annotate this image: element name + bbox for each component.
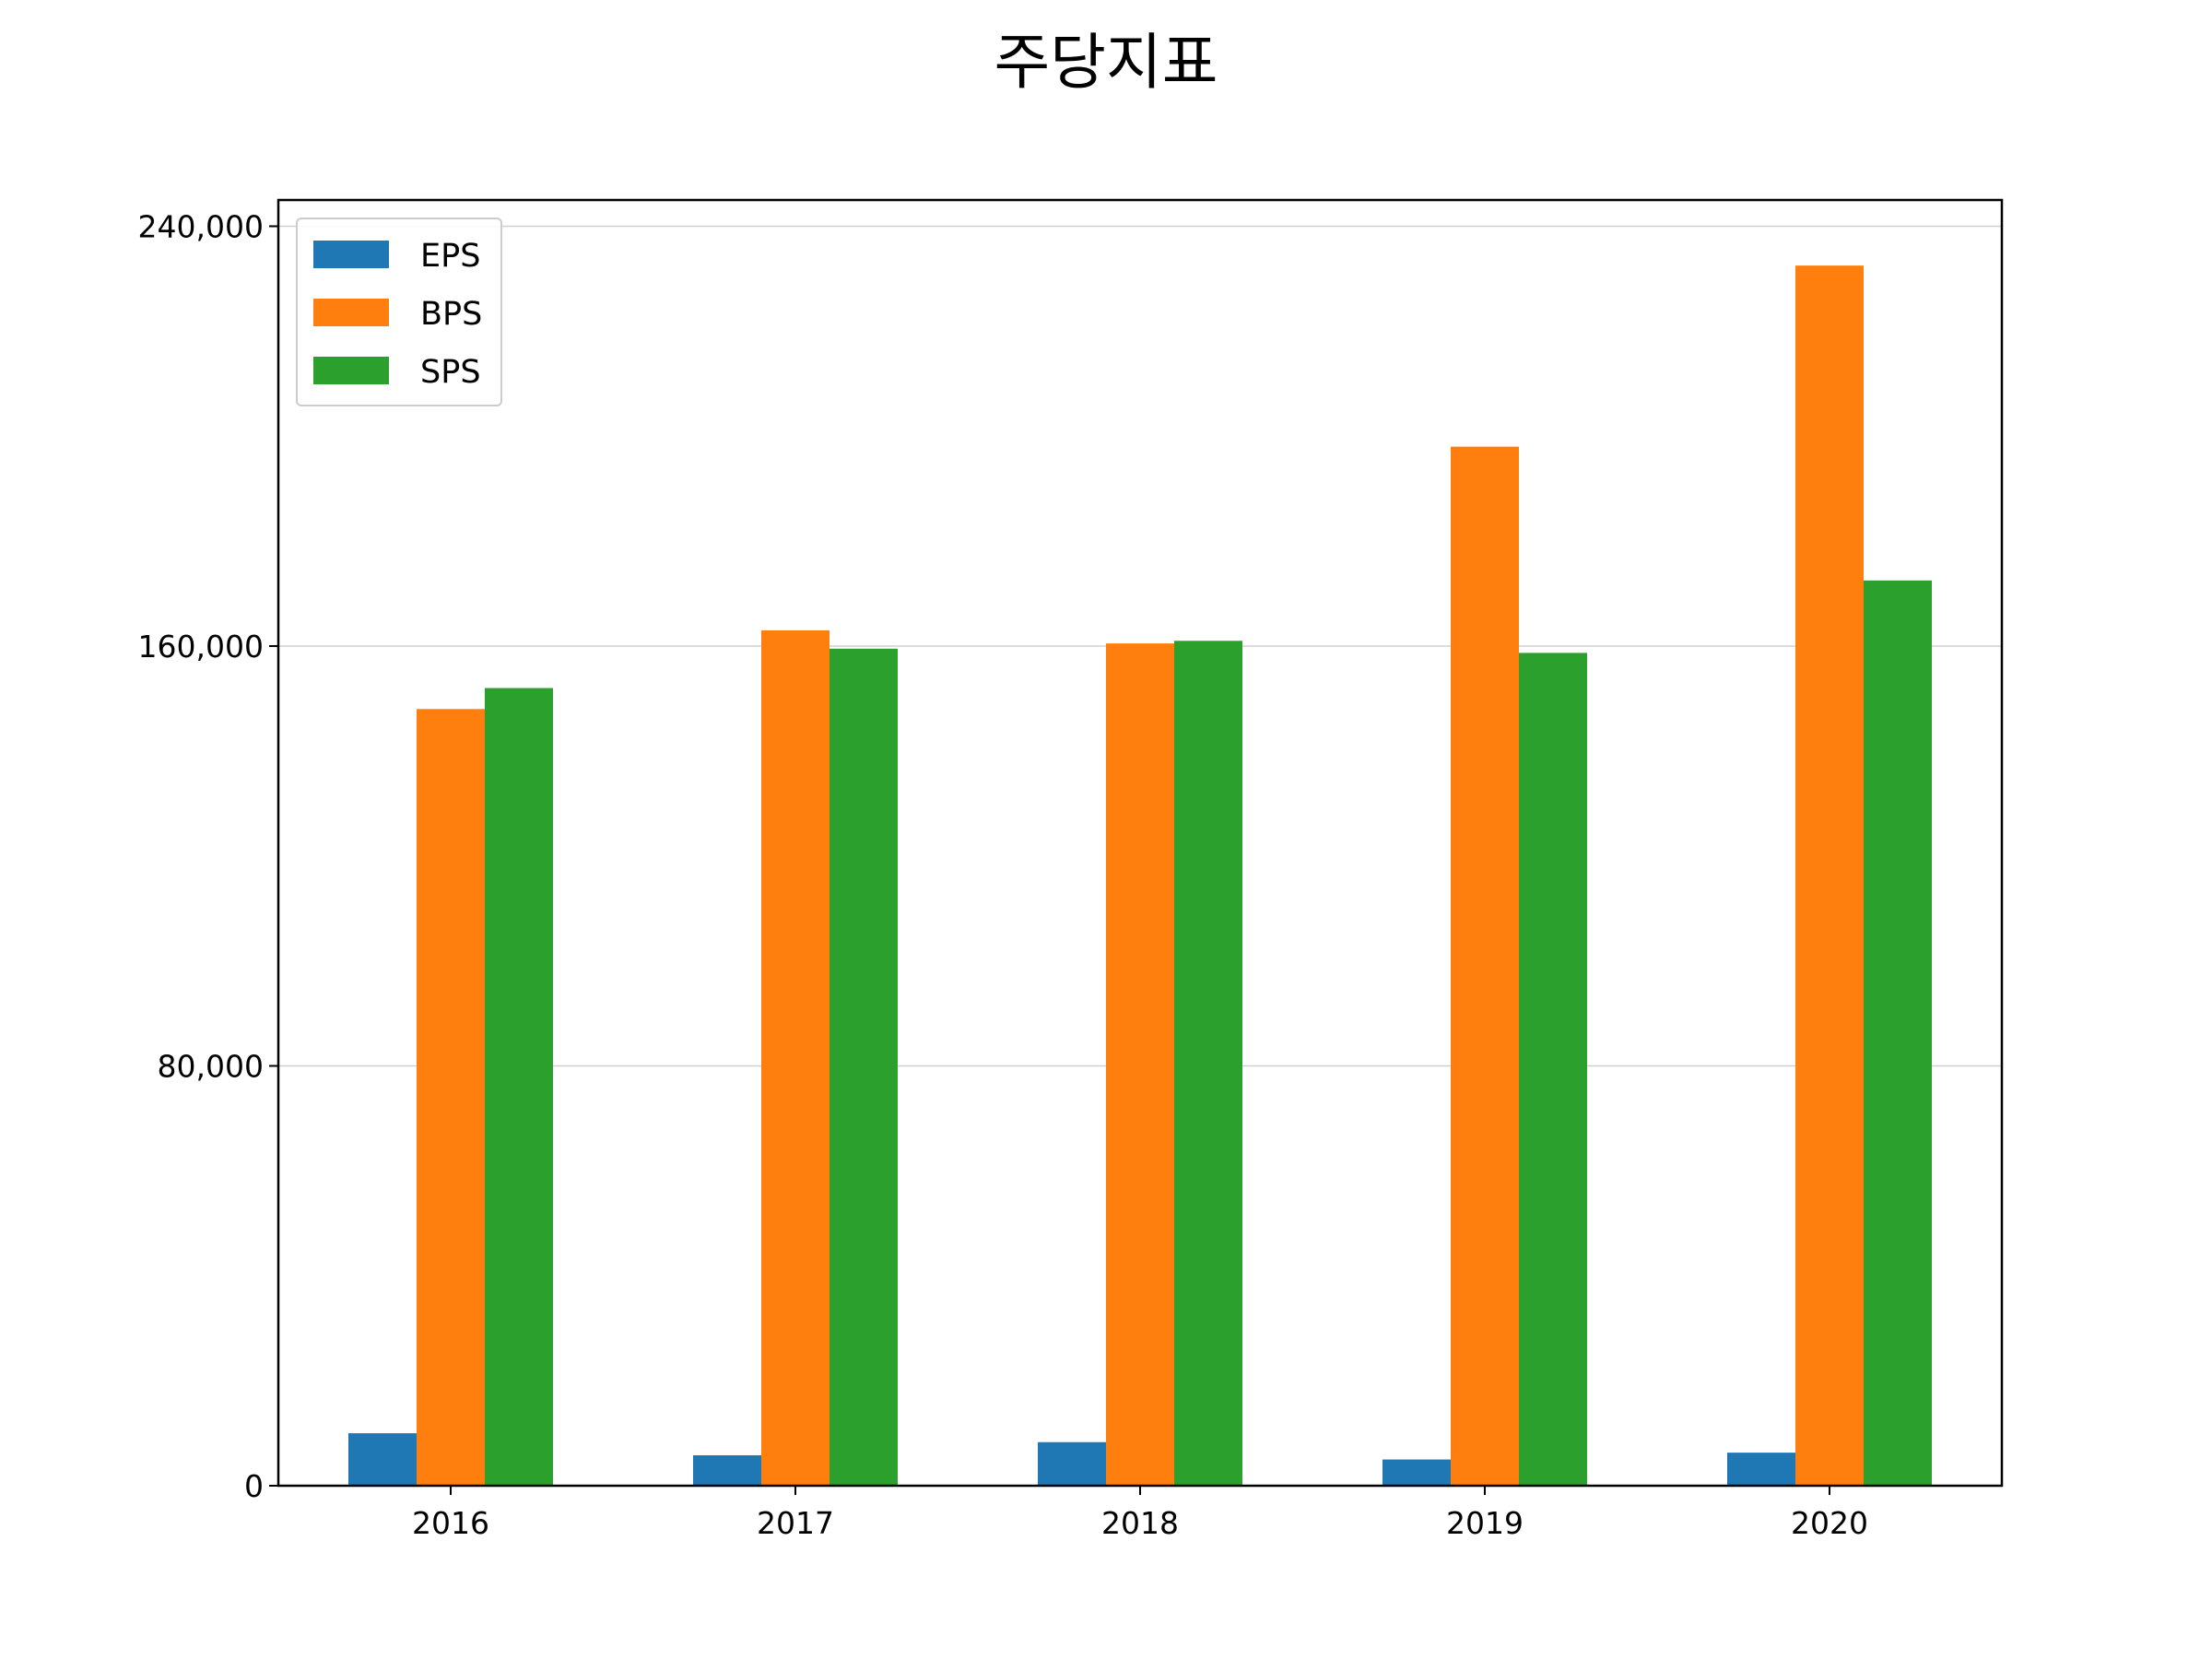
legend-swatch-sps: [313, 357, 389, 384]
y-tick-label: 240,000: [138, 208, 264, 244]
bar-bps-2020: [1795, 265, 1864, 1486]
legend-swatch-bps: [313, 299, 389, 326]
legend: EPS BPS SPS: [296, 218, 502, 406]
x-tick-label: 2019: [1446, 1505, 1524, 1541]
bar-sps-2018: [1174, 641, 1242, 1486]
bar-eps-2017: [693, 1454, 761, 1486]
y-axis: 0 80,000 160,000 240,000: [138, 208, 278, 1504]
bar-sps-2020: [1864, 580, 1932, 1486]
bar-sps-2019: [1519, 653, 1587, 1486]
bar-sps-2016: [485, 688, 553, 1486]
y-tick-label: 0: [244, 1468, 264, 1504]
x-tick-label: 2020: [1791, 1505, 1868, 1541]
x-axis: 2016 2017 2018 2019 2020: [412, 1486, 1868, 1541]
x-tick-label: 2017: [757, 1505, 834, 1541]
bar-eps-2018: [1038, 1441, 1106, 1486]
legend-label-bps: BPS: [420, 296, 482, 333]
bar-bps-2019: [1451, 446, 1519, 1486]
bar-eps-2020: [1727, 1453, 1795, 1486]
bar-bps-2018: [1106, 643, 1174, 1486]
bar-bps-2016: [417, 709, 485, 1486]
legend-swatch-eps: [313, 241, 389, 268]
bar-sps-2017: [830, 648, 898, 1486]
legend-label-sps: SPS: [420, 354, 481, 391]
chart-title: 주당지표: [994, 27, 1218, 98]
y-tick-label: 160,000: [138, 629, 264, 665]
bar-bps-2017: [761, 629, 830, 1486]
legend-label-eps: EPS: [420, 238, 480, 275]
x-tick-label: 2018: [1101, 1505, 1179, 1541]
x-tick-label: 2016: [412, 1505, 489, 1541]
bars: [348, 265, 1932, 1486]
bar-eps-2016: [348, 1433, 417, 1486]
y-tick-label: 80,000: [158, 1048, 264, 1084]
bar-eps-2019: [1382, 1459, 1451, 1486]
